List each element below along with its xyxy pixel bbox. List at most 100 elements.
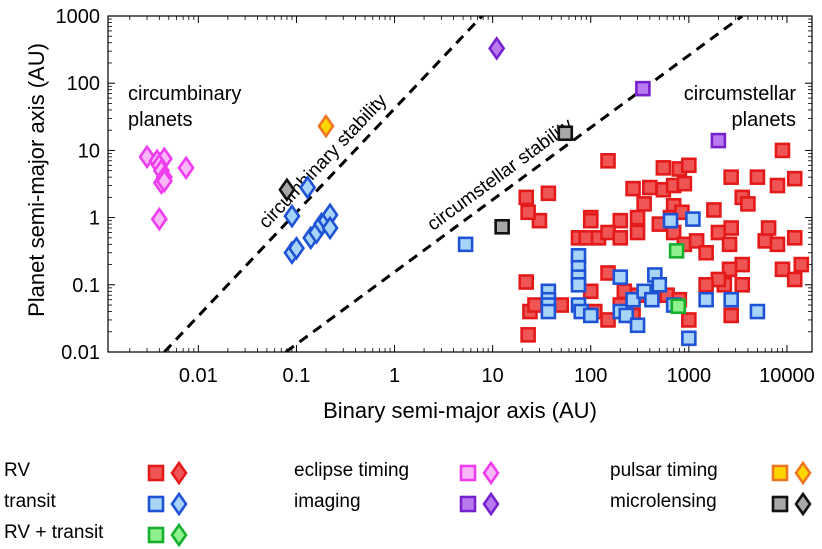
data-point-square [698,276,714,293]
data-point-square [629,209,646,226]
data-point-square [635,80,651,97]
x-tick-label: 10 [482,365,504,387]
legend-square-marker [147,526,165,544]
legend-swatches [459,492,500,517]
legend-swatches [147,461,188,486]
stability-line-label: circumbinary stability [255,90,392,233]
legend-diamond-marker [170,461,188,486]
data-point-diamond [287,235,306,261]
data-point-square [582,307,599,324]
data-point-square [612,230,629,246]
stability-line-1 [163,16,484,352]
data-point-diamond [155,168,173,194]
region-label: circumstellar [684,83,797,105]
data-point-square [642,179,658,196]
data-point-square [629,224,646,241]
data-point-square [698,291,714,308]
legend-swatches [459,461,500,486]
data-point-square [685,211,701,227]
data-point-square [600,312,616,328]
data-point-square [651,276,668,293]
stability-line-label: circumstellar stability [423,114,577,235]
series-rv-transit-circumstellar [668,243,687,315]
series-imaging-circumbinary [488,36,506,61]
data-point-square [774,261,791,278]
legend-swatches [771,492,812,517]
data-point-square [553,297,570,313]
data-point-square [723,220,739,236]
data-point-square [557,125,574,142]
data-point-square [520,327,536,343]
data-point-square [520,204,536,221]
data-point-square [698,244,714,261]
data-point-square [570,276,587,293]
data-point-square [518,189,535,206]
region-label: planets [732,109,797,131]
data-points [138,36,810,347]
data-point-square [706,202,722,218]
y-tick-label: 0.1 [72,275,100,297]
legend-diamond-marker [170,523,188,548]
data-point-square [721,236,738,253]
stability-line-2 [284,16,744,352]
data-point-square [668,243,685,259]
legend-diamond-marker [794,492,812,517]
data-point-square [721,261,738,278]
legend-diamond-marker [482,461,500,486]
data-point-square [786,170,803,187]
data-point-square [612,269,629,285]
data-point-square [494,218,510,235]
data-point-square [676,175,693,192]
data-point-square [681,157,697,174]
data-point-square [625,291,641,308]
legend-square-marker [459,495,477,513]
x-tick-label: 1 [389,365,400,387]
data-point-diamond [278,177,296,202]
y-axis-label: Planet semi-major axis (AU) [24,43,49,317]
legend: RV transit RV + transit eclipse timing imagi… [0,452,822,548]
data-point-square [612,212,629,229]
data-point-square [636,196,652,212]
y-tick-label: 0.01 [61,342,100,364]
data-point-square [769,177,786,194]
data-point-square [531,212,548,229]
legend-square-marker [771,464,789,482]
data-point-square [644,291,660,308]
legend-diamond-marker [794,461,812,486]
y-tick-label: 1 [89,208,100,230]
legend-label: microlensing [610,491,717,512]
legend-label: eclipse timing [294,460,410,481]
legend-swatches [147,492,188,517]
data-point-square [527,297,543,313]
legend-swatches [147,523,188,548]
data-point-square [734,276,751,293]
x-tick-label: 1000 [667,365,712,387]
data-point-diamond [150,206,168,232]
data-point-square [740,196,756,212]
legend-diamond-marker [482,492,500,517]
legend-label: RV + transit [4,522,104,543]
data-point-square [786,230,803,246]
legend-square-marker [459,464,477,482]
data-point-diamond [488,36,506,61]
plot-frame [107,15,813,353]
data-point-diamond [177,155,195,181]
data-point-square [749,169,766,185]
x-axis-label: Binary semi-major axis (AU) [323,398,597,423]
legend-label: pulsar timing [610,460,718,481]
y-tick-label: 100 [67,73,100,95]
legend-diamond-marker [170,492,188,517]
data-point-square [760,220,777,236]
series-microlensing-circumstellar [494,125,574,235]
legend-square-marker [771,495,789,513]
data-point-square [793,256,810,273]
series-pulsar-timing-circumbinary [317,113,335,139]
series-imaging-circumstellar [635,80,727,149]
data-point-square [723,307,739,324]
x-tick-label: 0.1 [283,365,311,387]
region-label: circumbinary [128,83,241,105]
data-point-diamond [321,215,339,241]
data-point-square [582,212,599,229]
series-microlensing-circumbinary [278,177,296,202]
data-point-square [681,330,697,347]
